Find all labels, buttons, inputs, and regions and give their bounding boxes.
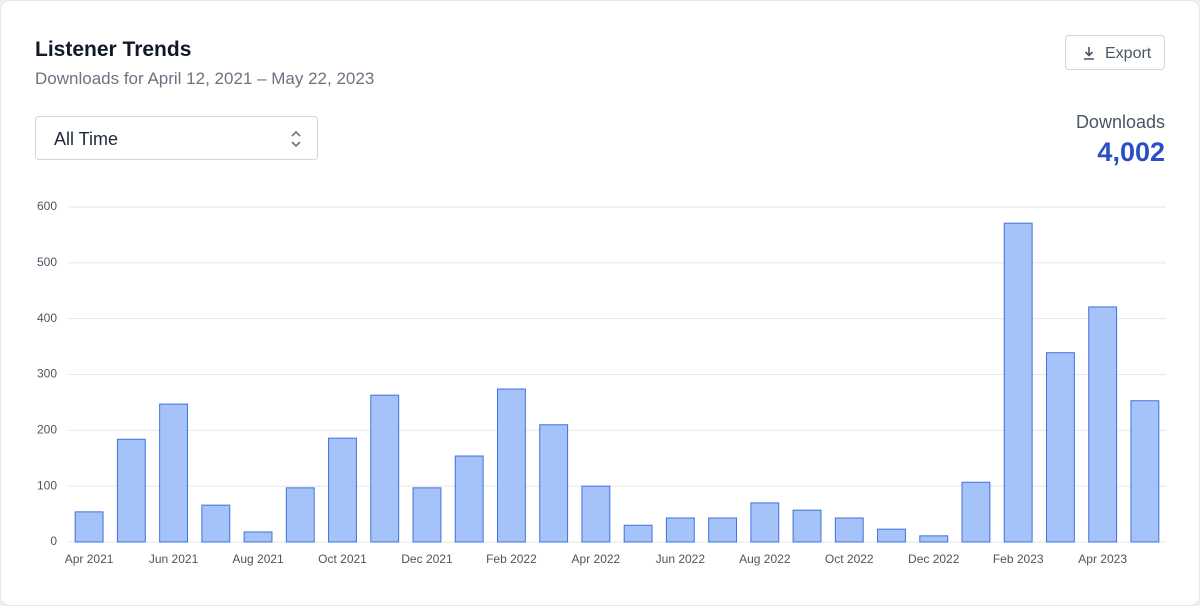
bar — [412, 487, 442, 543]
bar — [877, 528, 906, 543]
bar — [116, 438, 146, 543]
bar — [581, 485, 611, 543]
y-tick-label: 0 — [50, 534, 57, 548]
x-tick-label: Aug 2022 — [739, 552, 791, 566]
stat-value: 4,002 — [1097, 137, 1165, 167]
export-label: Export — [1105, 45, 1152, 62]
x-tick-label: Dec 2022 — [908, 552, 960, 566]
y-tick-label: 200 — [37, 423, 57, 437]
bar — [708, 517, 738, 543]
bar — [370, 394, 400, 543]
x-tick-label: Apr 2022 — [572, 552, 621, 566]
bar — [74, 511, 104, 543]
bar — [328, 437, 357, 543]
x-tick-label: Jun 2022 — [656, 552, 706, 566]
x-tick-label: Feb 2022 — [486, 552, 537, 566]
bar — [1130, 400, 1160, 543]
x-tick-label: Feb 2023 — [993, 552, 1044, 566]
bar — [665, 517, 695, 543]
bar — [454, 455, 484, 543]
x-tick-label: Dec 2021 — [401, 552, 453, 566]
bar — [792, 509, 822, 543]
y-tick-label: 100 — [37, 478, 57, 492]
stat-label: Downloads — [1075, 112, 1165, 132]
range-select[interactable]: All Time — [35, 116, 318, 160]
bar — [834, 517, 864, 543]
x-tick-label: Apr 2023 — [1078, 552, 1127, 566]
bar — [961, 481, 991, 543]
y-tick-label: 400 — [37, 311, 57, 325]
card-subtitle: Downloads for April 12, 2021 – May 22, 2… — [35, 69, 375, 88]
export-button[interactable]: Export — [1065, 35, 1165, 70]
y-tick-label: 300 — [37, 367, 57, 381]
bar — [1088, 306, 1118, 543]
bar — [919, 535, 949, 543]
bar — [496, 388, 526, 543]
bar — [1045, 352, 1075, 543]
y-tick-label: 500 — [37, 255, 57, 269]
bar — [243, 531, 273, 543]
bar — [623, 524, 653, 543]
bar — [285, 487, 315, 543]
chevron-icon — [291, 130, 301, 148]
x-tick-label: Jun 2021 — [149, 552, 199, 566]
x-tick-label: Aug 2021 — [232, 552, 284, 566]
x-tick-label: Oct 2021 — [318, 552, 367, 566]
x-tick-label: Oct 2022 — [825, 552, 874, 566]
bar — [750, 502, 780, 543]
range-select-value: All Time — [54, 129, 119, 149]
bar — [201, 504, 231, 543]
x-tick-label: Apr 2021 — [65, 552, 114, 566]
bar — [539, 424, 569, 543]
download-icon — [1084, 47, 1094, 60]
card-title: Listener Trends — [35, 38, 192, 61]
bar — [1003, 222, 1033, 543]
y-tick-label: 600 — [37, 199, 57, 213]
bar — [159, 403, 189, 543]
